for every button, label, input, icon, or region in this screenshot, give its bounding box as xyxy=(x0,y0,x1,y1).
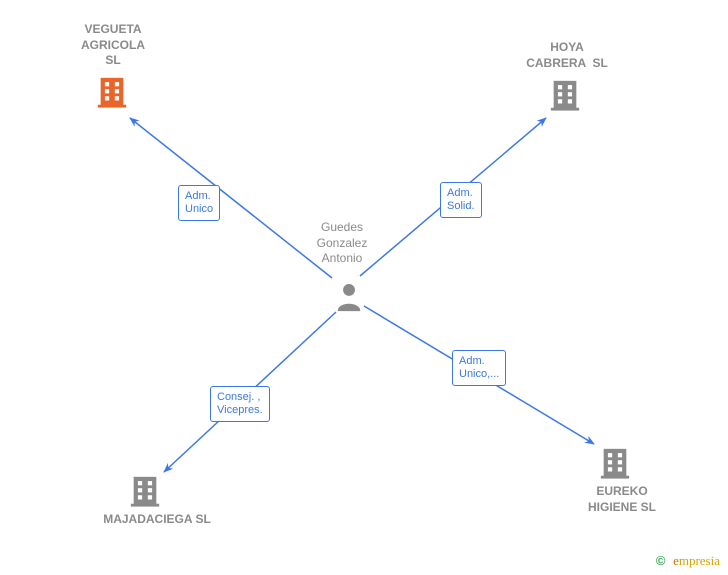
company-icon-majadaciega xyxy=(128,474,162,513)
company-label-hoya: HOYA CABRERA SL xyxy=(512,40,622,71)
edge-label-e-majadaciega: Consej. , Vicepres. xyxy=(210,386,270,422)
edge-line xyxy=(130,118,332,278)
building-icon xyxy=(548,78,582,112)
building-icon xyxy=(95,75,129,109)
edge-label-e-vegueta: Adm. Unico xyxy=(178,185,220,221)
company-label-vegueta: VEGUETA AGRICOLA SL xyxy=(70,22,156,69)
company-icon-vegueta xyxy=(95,75,129,114)
building-icon xyxy=(128,474,162,508)
company-icon-hoya xyxy=(548,78,582,117)
center-person-icon xyxy=(332,280,366,319)
company-label-eureko: EUREKO HIGIENE SL xyxy=(572,484,672,515)
footer-credit: © empresia xyxy=(656,553,720,569)
company-icon-eureko xyxy=(598,446,632,485)
edge-label-e-hoya: Adm. Solid. xyxy=(440,182,482,218)
company-label-majadaciega: MAJADACIEGA SL xyxy=(92,512,222,528)
brand-name: empresia xyxy=(673,553,720,568)
edge-label-e-eureko: Adm. Unico,... xyxy=(452,350,506,386)
person-icon xyxy=(332,280,366,314)
center-person-label: Guedes Gonzalez Antonio xyxy=(308,220,376,267)
copyright-symbol: © xyxy=(656,553,666,568)
building-icon xyxy=(598,446,632,480)
